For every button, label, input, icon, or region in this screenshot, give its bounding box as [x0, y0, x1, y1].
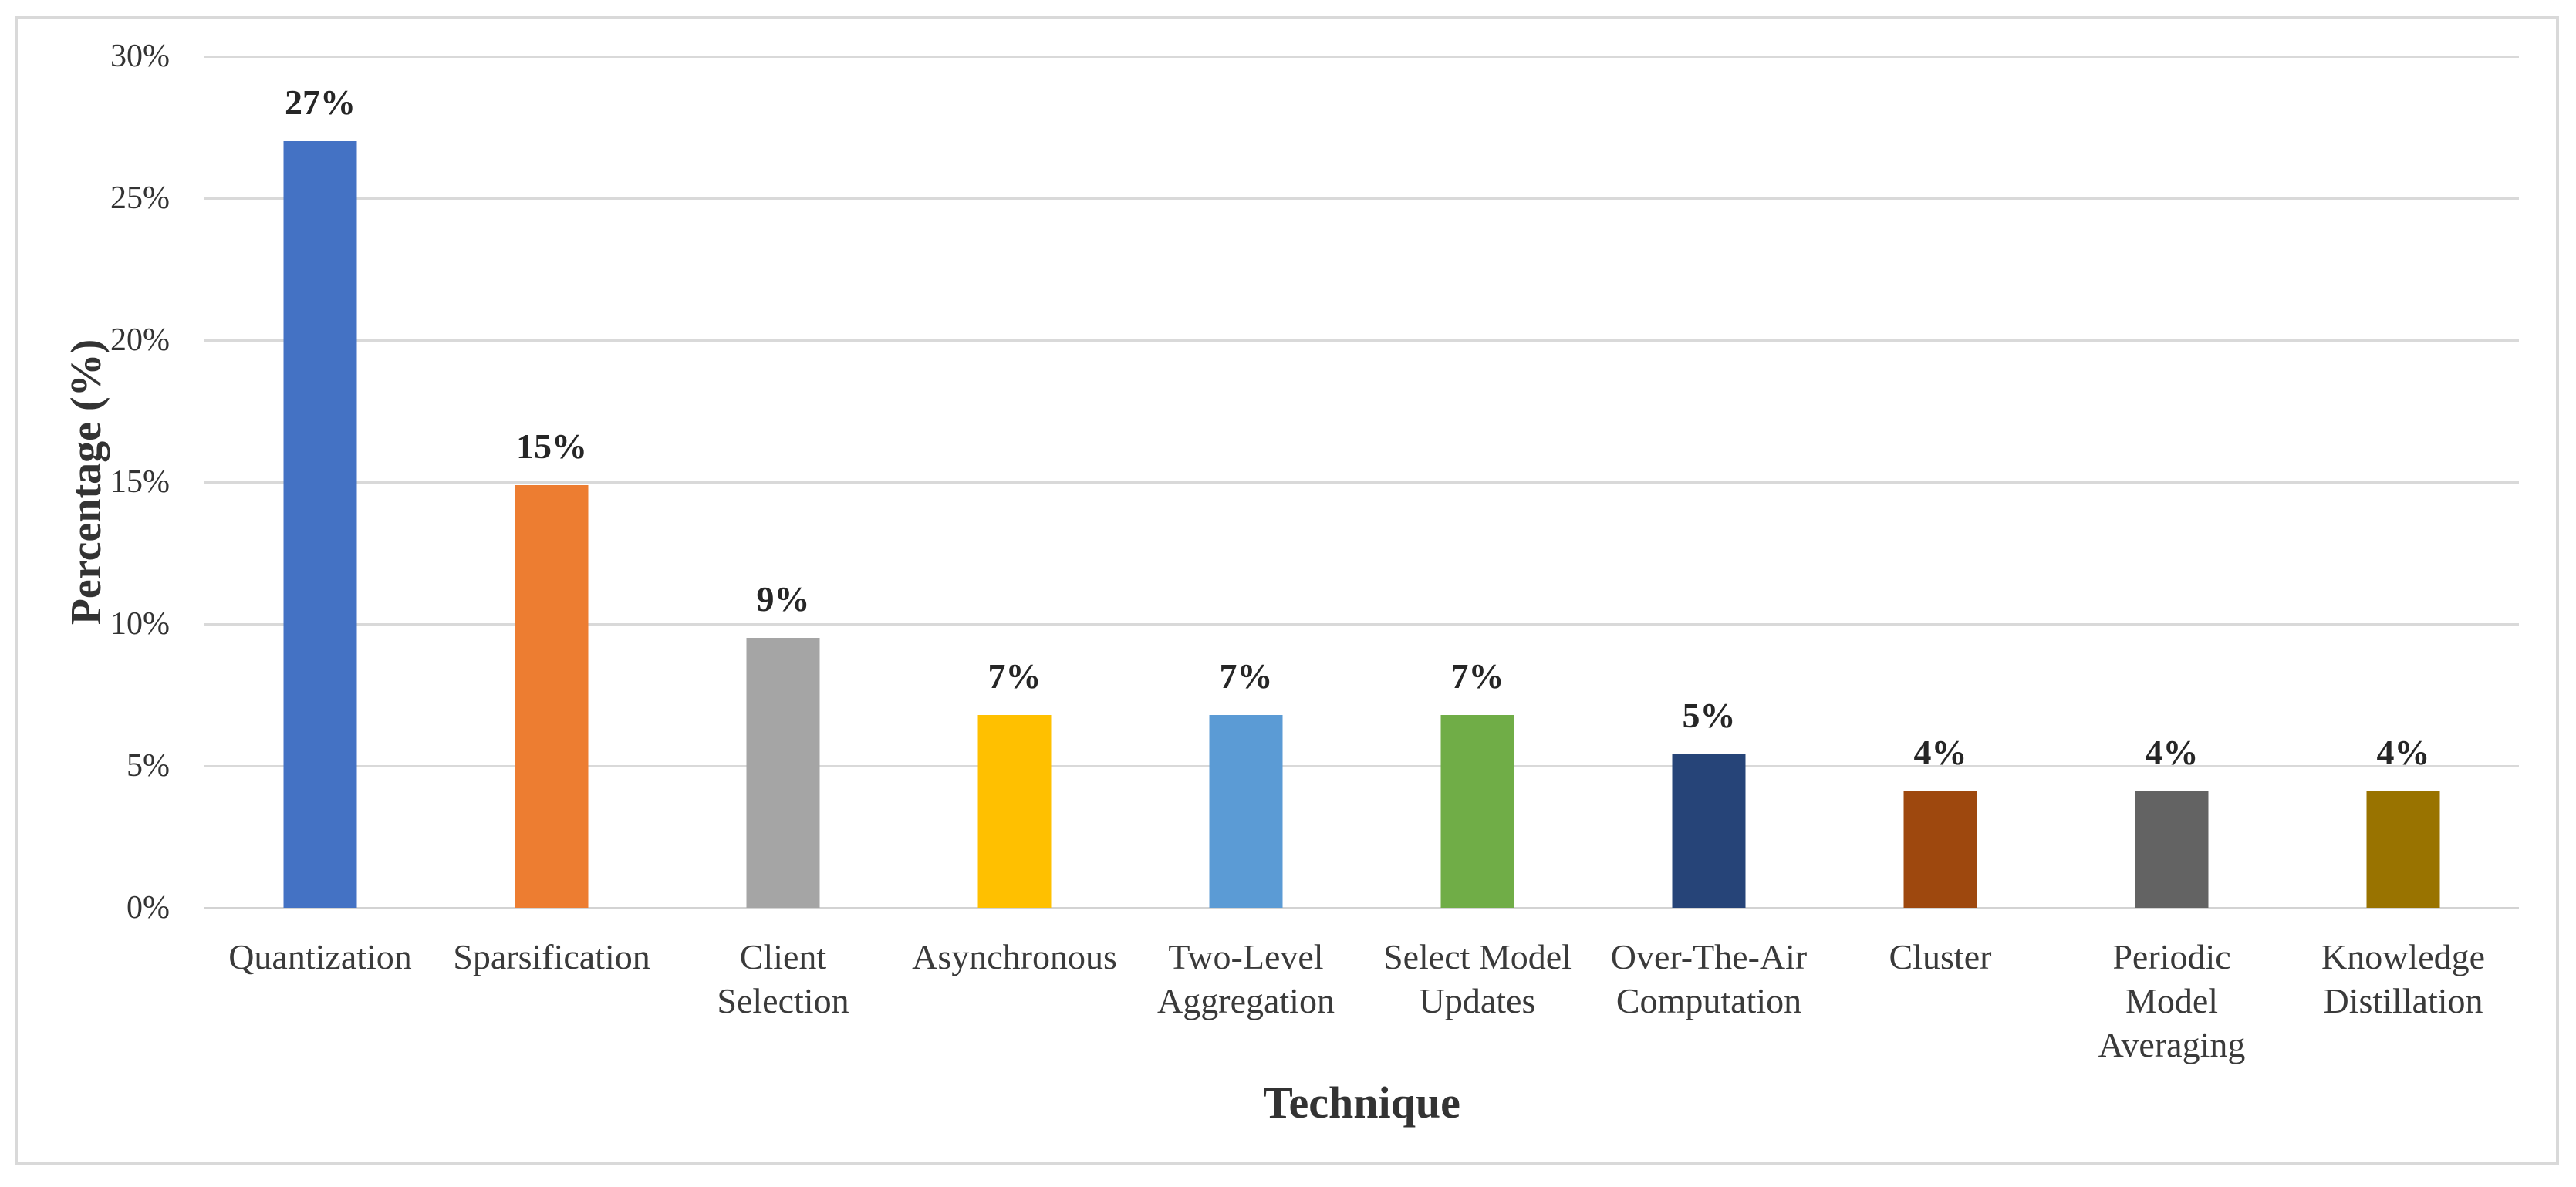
- y-axis-tick-label: 10%: [110, 606, 170, 642]
- y-axis-tick-label: 15%: [110, 464, 170, 500]
- bar-value-label: 5%: [1682, 696, 1736, 736]
- bar-group: 4%: [1825, 56, 2056, 908]
- bar: [515, 484, 589, 908]
- x-axis-category-label: Sparsification: [453, 937, 650, 976]
- x-axis-category-label: Periodic Model Averaging: [2098, 937, 2246, 1064]
- gridline: [204, 622, 2519, 626]
- bar-value-label: 27%: [285, 83, 356, 123]
- bar: [2135, 791, 2209, 908]
- y-axis-title: Percentage (%): [62, 339, 110, 626]
- gridline: [204, 339, 2519, 342]
- bar: [746, 638, 820, 908]
- bar-value-label: 4%: [1913, 733, 1967, 773]
- bar: [2366, 791, 2440, 908]
- bar-value-label: 4%: [2145, 733, 2199, 773]
- gridline: [204, 197, 2519, 200]
- x-axis-title: Technique: [1263, 1077, 1460, 1128]
- bar: [1440, 714, 1514, 908]
- gridline: [204, 55, 2519, 58]
- bar-group: 7%: [1362, 56, 1593, 908]
- bar-group: 9%: [667, 56, 899, 908]
- x-axis-line: [204, 907, 2519, 909]
- bar-group: 5%: [1593, 56, 1825, 908]
- x-axis-category-labels: Quantization Sparsification Client Selecti…: [204, 935, 2519, 1067]
- bar-value-label: 9%: [756, 579, 810, 619]
- bar-value-label: 7%: [988, 656, 1042, 696]
- bar-group: 4%: [2287, 56, 2519, 908]
- bar-value-label: 4%: [2376, 733, 2430, 773]
- x-axis-category-label: Cluster: [1889, 937, 1992, 976]
- bar-value-label: 7%: [1219, 656, 1273, 696]
- bar: [1672, 754, 1746, 908]
- x-axis-category-label: Select Model Updates: [1383, 937, 1572, 1020]
- bar-group: 7%: [1130, 56, 1362, 908]
- y-axis-tick-label: 20%: [110, 322, 170, 358]
- bar-group: 4%: [2056, 56, 2287, 908]
- y-axis-tick-label: 0%: [127, 890, 170, 926]
- bar: [1903, 791, 1977, 908]
- x-axis-category-label: Two-Level Aggregation: [1157, 937, 1335, 1020]
- bar-group: 7%: [899, 56, 1130, 908]
- bar: [283, 141, 357, 908]
- gridline: [204, 764, 2519, 767]
- bar: [977, 714, 1052, 908]
- x-axis-category-label: Quantization: [228, 937, 412, 976]
- bar-value-label: 7%: [1450, 656, 1504, 696]
- x-axis-category-label: Client Selection: [717, 937, 849, 1020]
- plot-area: 27% 15% 9% 7% 7% 7% 5% 4% 4% 4%: [204, 55, 2519, 909]
- y-axis-tick-label: 30%: [110, 39, 170, 74]
- bar-group: 15%: [436, 56, 667, 908]
- gridline: [204, 481, 2519, 484]
- chart-frame: [15, 16, 2559, 1165]
- x-axis-category-label: Over-The-Air Computation: [1610, 937, 1808, 1020]
- y-axis-tick-label: 5%: [127, 748, 170, 784]
- bars-row: 27% 15% 9% 7% 7% 7% 5% 4% 4% 4%: [204, 56, 2519, 908]
- bar-group: 27%: [204, 56, 436, 908]
- y-axis-tick-label: 25%: [110, 180, 170, 216]
- bar: [1209, 714, 1283, 908]
- x-axis-category-label: Knowledge Distillation: [2321, 937, 2486, 1020]
- bar-value-label: 15%: [516, 426, 587, 466]
- x-axis-category-label: Asynchronous: [912, 937, 1117, 976]
